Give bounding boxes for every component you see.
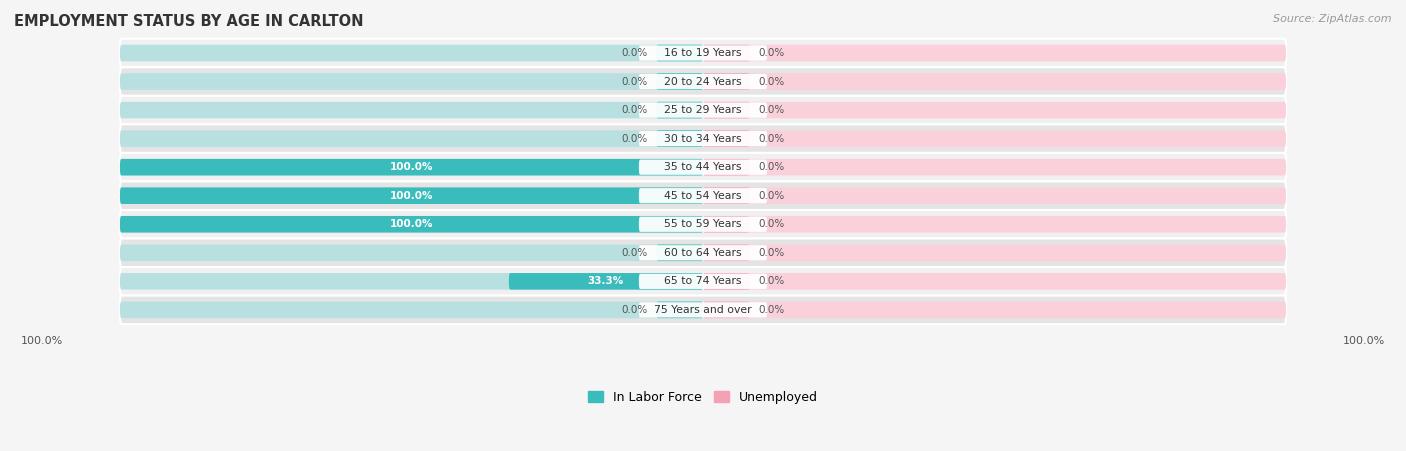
FancyBboxPatch shape bbox=[657, 45, 703, 61]
FancyBboxPatch shape bbox=[703, 216, 749, 233]
Text: 100.0%: 100.0% bbox=[1343, 336, 1385, 346]
Text: 0.0%: 0.0% bbox=[621, 48, 648, 58]
FancyBboxPatch shape bbox=[638, 46, 768, 60]
FancyBboxPatch shape bbox=[120, 96, 1286, 124]
FancyBboxPatch shape bbox=[120, 159, 703, 175]
FancyBboxPatch shape bbox=[120, 267, 1286, 295]
FancyBboxPatch shape bbox=[657, 73, 703, 90]
FancyBboxPatch shape bbox=[120, 153, 1286, 181]
FancyBboxPatch shape bbox=[703, 244, 749, 261]
FancyBboxPatch shape bbox=[638, 160, 768, 175]
Text: 0.0%: 0.0% bbox=[621, 77, 648, 87]
Text: 0.0%: 0.0% bbox=[621, 133, 648, 143]
Text: 0.0%: 0.0% bbox=[758, 191, 785, 201]
FancyBboxPatch shape bbox=[120, 130, 703, 147]
FancyBboxPatch shape bbox=[638, 131, 768, 146]
Text: 0.0%: 0.0% bbox=[758, 305, 785, 315]
FancyBboxPatch shape bbox=[120, 188, 703, 204]
Text: 0.0%: 0.0% bbox=[621, 248, 648, 258]
FancyBboxPatch shape bbox=[703, 302, 1286, 318]
Text: 0.0%: 0.0% bbox=[758, 248, 785, 258]
FancyBboxPatch shape bbox=[120, 159, 703, 175]
FancyBboxPatch shape bbox=[703, 302, 749, 318]
FancyBboxPatch shape bbox=[703, 216, 1286, 233]
Text: 55 to 59 Years: 55 to 59 Years bbox=[664, 219, 742, 229]
Text: 0.0%: 0.0% bbox=[758, 77, 785, 87]
FancyBboxPatch shape bbox=[703, 45, 1286, 61]
FancyBboxPatch shape bbox=[120, 302, 703, 318]
Text: 0.0%: 0.0% bbox=[758, 48, 785, 58]
Text: 75 Years and over: 75 Years and over bbox=[654, 305, 752, 315]
FancyBboxPatch shape bbox=[120, 45, 703, 61]
FancyBboxPatch shape bbox=[657, 244, 703, 261]
FancyBboxPatch shape bbox=[120, 181, 1286, 210]
FancyBboxPatch shape bbox=[703, 188, 749, 204]
FancyBboxPatch shape bbox=[703, 273, 1286, 290]
FancyBboxPatch shape bbox=[120, 244, 703, 261]
FancyBboxPatch shape bbox=[638, 245, 768, 260]
Text: 0.0%: 0.0% bbox=[621, 305, 648, 315]
FancyBboxPatch shape bbox=[120, 216, 703, 233]
Text: 100.0%: 100.0% bbox=[21, 336, 63, 346]
FancyBboxPatch shape bbox=[120, 188, 703, 204]
FancyBboxPatch shape bbox=[120, 295, 1286, 324]
Text: 60 to 64 Years: 60 to 64 Years bbox=[664, 248, 742, 258]
FancyBboxPatch shape bbox=[703, 244, 1286, 261]
FancyBboxPatch shape bbox=[120, 210, 1286, 239]
Text: EMPLOYMENT STATUS BY AGE IN CARLTON: EMPLOYMENT STATUS BY AGE IN CARLTON bbox=[14, 14, 364, 28]
FancyBboxPatch shape bbox=[703, 130, 749, 147]
Text: 100.0%: 100.0% bbox=[389, 191, 433, 201]
Text: 25 to 29 Years: 25 to 29 Years bbox=[664, 105, 742, 115]
FancyBboxPatch shape bbox=[657, 302, 703, 318]
FancyBboxPatch shape bbox=[638, 302, 768, 318]
Text: 16 to 19 Years: 16 to 19 Years bbox=[664, 48, 742, 58]
FancyBboxPatch shape bbox=[120, 102, 703, 118]
Text: 0.0%: 0.0% bbox=[621, 105, 648, 115]
Text: 0.0%: 0.0% bbox=[758, 133, 785, 143]
Text: Source: ZipAtlas.com: Source: ZipAtlas.com bbox=[1274, 14, 1392, 23]
Text: 0.0%: 0.0% bbox=[758, 162, 785, 172]
FancyBboxPatch shape bbox=[638, 188, 768, 203]
Text: 100.0%: 100.0% bbox=[389, 219, 433, 229]
Text: 0.0%: 0.0% bbox=[758, 276, 785, 286]
FancyBboxPatch shape bbox=[120, 216, 703, 233]
FancyBboxPatch shape bbox=[703, 102, 749, 118]
FancyBboxPatch shape bbox=[703, 159, 1286, 175]
Text: 100.0%: 100.0% bbox=[389, 162, 433, 172]
FancyBboxPatch shape bbox=[703, 73, 749, 90]
FancyBboxPatch shape bbox=[703, 102, 1286, 118]
FancyBboxPatch shape bbox=[638, 274, 768, 289]
FancyBboxPatch shape bbox=[638, 74, 768, 89]
FancyBboxPatch shape bbox=[638, 216, 768, 232]
FancyBboxPatch shape bbox=[120, 239, 1286, 267]
Text: 0.0%: 0.0% bbox=[758, 105, 785, 115]
FancyBboxPatch shape bbox=[638, 102, 768, 118]
Text: 45 to 54 Years: 45 to 54 Years bbox=[664, 191, 742, 201]
FancyBboxPatch shape bbox=[509, 273, 703, 290]
Text: 20 to 24 Years: 20 to 24 Years bbox=[664, 77, 742, 87]
Legend: In Labor Force, Unemployed: In Labor Force, Unemployed bbox=[588, 391, 818, 404]
FancyBboxPatch shape bbox=[120, 73, 703, 90]
Text: 30 to 34 Years: 30 to 34 Years bbox=[664, 133, 742, 143]
Text: 0.0%: 0.0% bbox=[758, 219, 785, 229]
Text: 33.3%: 33.3% bbox=[588, 276, 624, 286]
FancyBboxPatch shape bbox=[657, 130, 703, 147]
FancyBboxPatch shape bbox=[657, 102, 703, 118]
Text: 65 to 74 Years: 65 to 74 Years bbox=[664, 276, 742, 286]
FancyBboxPatch shape bbox=[120, 124, 1286, 153]
FancyBboxPatch shape bbox=[703, 188, 1286, 204]
Text: 35 to 44 Years: 35 to 44 Years bbox=[664, 162, 742, 172]
FancyBboxPatch shape bbox=[120, 273, 703, 290]
FancyBboxPatch shape bbox=[120, 39, 1286, 67]
FancyBboxPatch shape bbox=[120, 67, 1286, 96]
FancyBboxPatch shape bbox=[703, 130, 1286, 147]
FancyBboxPatch shape bbox=[703, 273, 749, 290]
FancyBboxPatch shape bbox=[703, 45, 749, 61]
FancyBboxPatch shape bbox=[703, 73, 1286, 90]
FancyBboxPatch shape bbox=[703, 159, 749, 175]
